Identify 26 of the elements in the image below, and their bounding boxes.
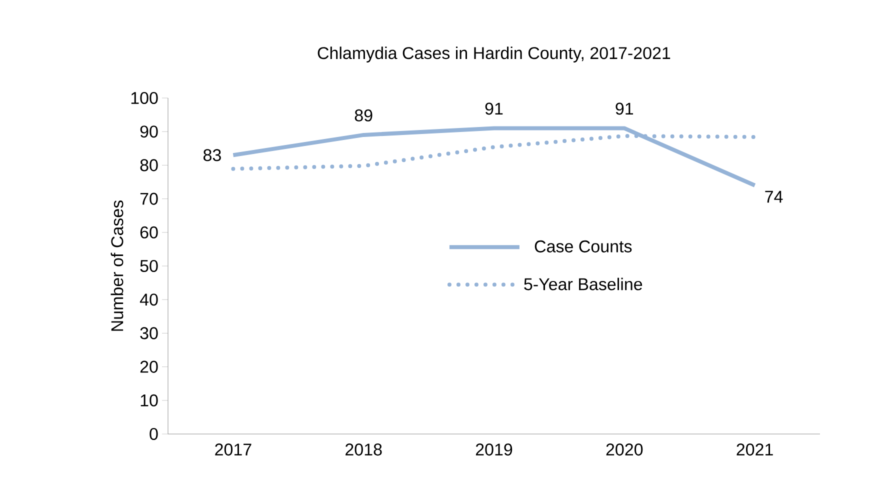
y-axis-title: Number of Cases [110, 200, 124, 331]
x-tick-label: 2021 [736, 444, 773, 456]
x-tick-label: 2020 [606, 444, 643, 456]
y-tick-label: 60 [140, 226, 158, 238]
data-label: 83 [204, 149, 221, 162]
y-tick-label: 80 [140, 159, 158, 172]
line-series [231, 126, 757, 188]
y-tick-label: 70 [140, 192, 158, 205]
data-label: 74 [765, 190, 783, 203]
data-label: 91 [485, 102, 503, 115]
x-tick-label: 2019 [476, 444, 512, 456]
x-tick-label: 2017 [215, 444, 252, 456]
chart-title: Chlamydia Cases in Hardin County, 2017-2021 [318, 46, 670, 62]
x-tick-label: 2018 [346, 444, 382, 456]
y-tick-label: 20 [140, 360, 158, 373]
data-label: 89 [354, 109, 372, 122]
y-tick-label: 90 [140, 126, 158, 138]
y-tick-label: 50 [140, 260, 158, 272]
y-tick-label: 100 [131, 92, 158, 104]
legend-label: Case Counts [534, 240, 632, 252]
y-tick-label: 40 [140, 294, 158, 306]
data-label: 91 [616, 102, 634, 115]
y-tick-label: 10 [140, 394, 158, 406]
legend-label: 5-Year Baseline [524, 278, 642, 290]
y-tick-label: 0 [150, 428, 158, 440]
y-tick-label: 30 [140, 327, 158, 340]
